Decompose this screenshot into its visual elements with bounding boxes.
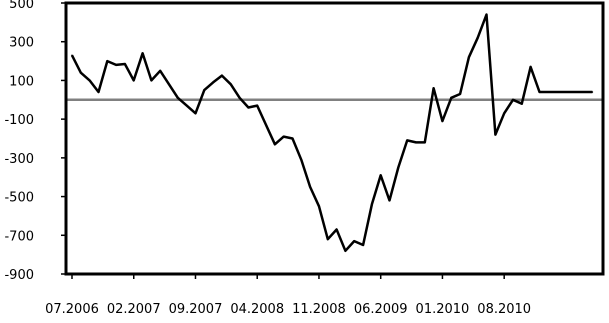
data-point xyxy=(256,104,259,107)
y-tick-label: 300 xyxy=(9,36,34,51)
data-point xyxy=(556,91,558,93)
y-tick-label: -700 xyxy=(4,229,34,244)
data-point xyxy=(591,91,594,93)
data-point xyxy=(221,74,223,77)
data-point xyxy=(512,98,514,101)
data-point xyxy=(212,81,214,84)
data-point xyxy=(97,91,100,93)
data-point xyxy=(538,91,541,93)
data-point xyxy=(344,249,347,252)
data-point xyxy=(582,91,585,93)
data-point xyxy=(547,91,550,93)
data-point xyxy=(274,143,276,146)
x-tick-label: 07.2006 xyxy=(45,302,99,317)
data-point xyxy=(318,205,320,208)
data-point xyxy=(194,112,197,115)
series-group xyxy=(70,13,594,253)
data-point xyxy=(71,54,73,57)
data-point xyxy=(150,79,153,82)
data-point xyxy=(159,69,161,72)
data-point xyxy=(124,63,126,65)
data-point xyxy=(459,93,461,95)
data-point xyxy=(371,203,373,206)
data-point xyxy=(168,83,170,86)
data-point xyxy=(326,238,329,240)
data-point xyxy=(115,64,117,66)
data-point xyxy=(450,97,453,99)
x-tick-label: 08.2010 xyxy=(477,302,531,317)
data-point xyxy=(247,106,250,109)
y-axis-labels: 500 300 100 -100 -300 -500 -700 -900 xyxy=(4,0,34,283)
plot-area-frame xyxy=(64,1,605,276)
data-point xyxy=(468,56,470,58)
data-point xyxy=(80,71,82,74)
data-point xyxy=(424,141,426,144)
data-point xyxy=(388,199,391,202)
data-point xyxy=(88,79,91,82)
data-point xyxy=(379,174,382,177)
y-tick-label: -500 xyxy=(4,191,34,206)
data-point xyxy=(300,158,303,161)
data-point xyxy=(573,91,576,93)
data-point xyxy=(106,60,109,62)
data-point xyxy=(432,87,435,89)
data-point xyxy=(485,13,488,16)
data-point xyxy=(141,52,144,55)
data-point xyxy=(265,124,267,126)
x-axis-labels: 07.2006 02.2007 09.2007 04.2008 11.2008 06.20… xyxy=(45,302,531,317)
x-tick-label: 02.2007 xyxy=(107,302,161,317)
data-point xyxy=(565,91,567,93)
data-point xyxy=(529,66,532,68)
data-point xyxy=(282,135,285,138)
y-tick-label: -300 xyxy=(4,152,34,167)
y-tick-label: -100 xyxy=(4,113,34,128)
data-point xyxy=(203,89,206,91)
y-axis-ticks xyxy=(61,2,66,275)
data-point xyxy=(441,120,444,122)
y-tick-label: 100 xyxy=(9,74,34,89)
y-tick-label: -900 xyxy=(4,268,34,283)
data-point xyxy=(132,79,135,82)
x-tick-label: 11.2008 xyxy=(292,302,346,317)
data-point xyxy=(238,97,241,99)
data-point xyxy=(406,139,408,142)
x-tick-label: 09.2007 xyxy=(169,302,223,317)
data-point xyxy=(185,104,188,107)
x-tick-label: 04.2008 xyxy=(230,302,284,317)
data-point xyxy=(362,244,364,246)
x-tick-label: 01.2010 xyxy=(416,302,470,317)
series-line xyxy=(70,13,593,253)
x-tick-label: 06.2009 xyxy=(354,302,408,317)
data-point xyxy=(335,228,338,231)
data-point xyxy=(476,37,479,39)
data-point xyxy=(291,137,294,140)
data-point xyxy=(353,240,356,242)
data-point xyxy=(415,141,417,144)
data-point xyxy=(229,83,232,86)
data-point xyxy=(397,166,400,169)
data-point xyxy=(503,112,505,115)
data-point xyxy=(521,102,523,105)
data-point xyxy=(494,133,497,136)
data-point xyxy=(309,186,311,188)
data-point xyxy=(177,97,179,99)
y-tick-label: 500 xyxy=(9,0,34,12)
